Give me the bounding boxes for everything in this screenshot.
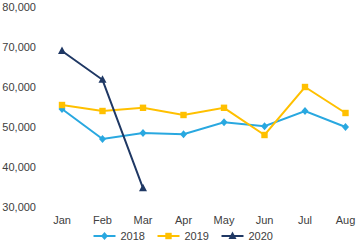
point <box>342 123 349 131</box>
y-tick-label: 70,000 <box>2 41 36 53</box>
x-tick-label: Jul <box>298 214 312 226</box>
legend-marker <box>165 233 171 239</box>
x-tick-label: Jun <box>256 214 274 226</box>
legend-label: 2018 <box>121 230 145 242</box>
point <box>261 122 268 130</box>
y-tick <box>46 207 48 208</box>
point <box>58 47 66 55</box>
y-tick <box>46 167 48 168</box>
y-tick-label: 50,000 <box>2 121 36 133</box>
point <box>99 108 105 114</box>
y-tick-label: 60,000 <box>2 81 36 93</box>
point <box>140 105 146 111</box>
x-tick-label: Aug <box>336 214 356 226</box>
legend-label: 2019 <box>185 230 209 242</box>
y-tick <box>46 127 48 128</box>
point <box>302 107 309 115</box>
legend: 2018 2019 2020 <box>94 230 273 242</box>
point <box>139 184 147 192</box>
chart: 30,000 40,000 50,000 60,000 70,000 80,000 Jan F… <box>0 0 363 247</box>
point <box>221 118 228 126</box>
legend-label: 2020 <box>249 230 273 242</box>
point <box>302 84 308 90</box>
point <box>59 102 65 108</box>
plot-area <box>58 47 349 192</box>
point <box>221 105 227 111</box>
point <box>140 129 147 137</box>
y-tick <box>46 7 48 8</box>
y-tick <box>46 87 48 88</box>
series-line <box>62 51 143 188</box>
x-tick-label: Apr <box>175 214 192 226</box>
x-tick-label: Mar <box>134 214 153 226</box>
point <box>99 75 107 83</box>
legend-marker <box>101 232 108 240</box>
legend-marker <box>229 232 237 240</box>
series-line <box>62 87 346 135</box>
y-tick-label: 80,000 <box>2 1 36 13</box>
x-tick-label: Feb <box>93 214 112 226</box>
point <box>180 112 186 118</box>
point <box>180 130 187 138</box>
point <box>342 110 348 116</box>
y-tick-label: 40,000 <box>2 161 36 173</box>
point <box>99 135 106 143</box>
y-tick-label: 30,000 <box>2 201 36 213</box>
point <box>261 132 267 138</box>
x-tick-label: May <box>214 214 235 226</box>
x-tick-label: Jan <box>53 214 71 226</box>
y-tick <box>46 47 48 48</box>
